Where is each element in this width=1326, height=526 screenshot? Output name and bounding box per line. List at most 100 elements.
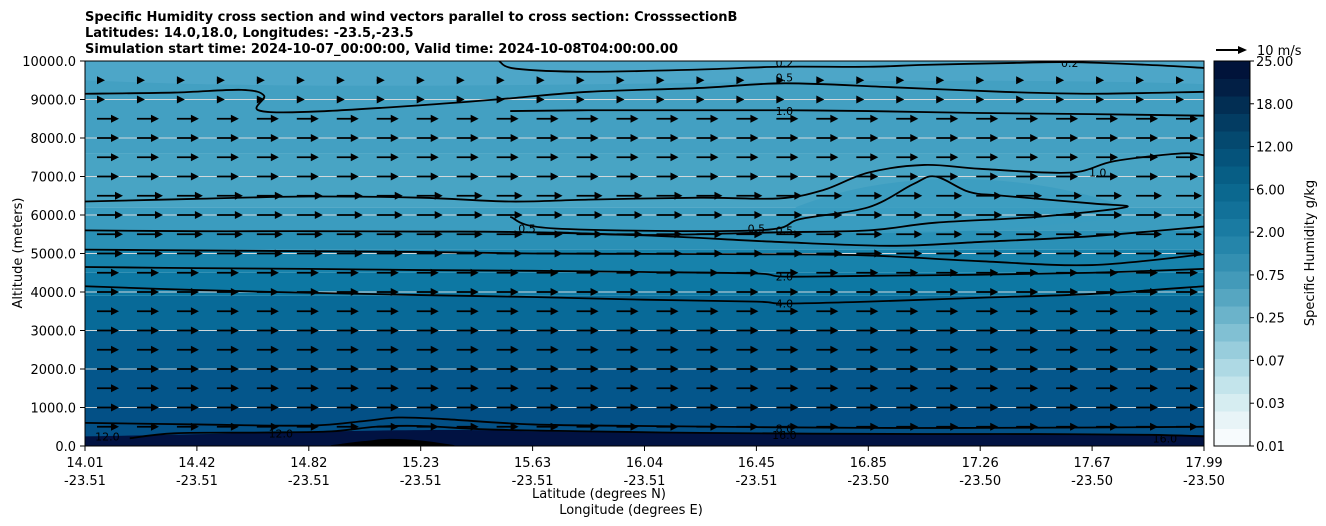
wind-vector — [256, 403, 279, 412]
x-tick-label-lon: -23.51 — [400, 474, 442, 489]
wind-vector — [576, 134, 599, 142]
wind-vector — [336, 326, 359, 335]
contour-label: 16.0 — [772, 429, 797, 442]
wind-vector — [896, 307, 919, 316]
wind-vector — [576, 249, 603, 258]
wind-vector — [816, 249, 843, 258]
y-axis-ticks: 0.0 1000.0 2000.0 3000.0 4000.0 5000.0 6000.0 7… — [22, 55, 85, 455]
wind-vector — [1136, 345, 1159, 354]
wind-vector — [136, 172, 159, 181]
wind-vector — [1096, 95, 1105, 104]
contour-label: 1.0 — [1089, 167, 1107, 180]
wind-vector — [96, 211, 123, 219]
wind-vector — [416, 326, 439, 335]
contour-line-4-0 — [85, 285, 1204, 305]
x-tick-label-lon: -23.51 — [176, 474, 218, 489]
wind-vector — [576, 114, 599, 123]
wind-vector — [416, 230, 443, 239]
wind-vector — [496, 403, 519, 412]
wind-vector — [1016, 191, 1043, 200]
wind-vector — [1096, 326, 1119, 335]
wind-vector — [216, 249, 243, 258]
wind-vector — [576, 326, 599, 335]
wind-vector — [1136, 422, 1159, 431]
wind-vector — [256, 172, 279, 181]
wind-vector — [136, 288, 159, 296]
wind-vector — [136, 230, 163, 239]
wind-vector — [736, 384, 759, 393]
wind-vector — [296, 153, 319, 162]
wind-vector — [736, 191, 763, 200]
wind-vector — [856, 365, 879, 373]
wind-vector — [256, 307, 279, 316]
wind-vector — [1056, 191, 1083, 200]
wind-vector — [416, 288, 439, 296]
wind-vector — [576, 95, 585, 104]
x-tick-label-lat: 17.99 — [1185, 456, 1222, 471]
wind-vector — [1176, 384, 1199, 393]
wind-vector — [536, 114, 559, 123]
wind-vector — [1096, 230, 1123, 239]
x-tick-label-lat: 16.45 — [738, 456, 775, 471]
x-tick-label-lon: -23.51 — [735, 474, 777, 489]
wind-vector — [696, 134, 719, 142]
wind-vector — [136, 153, 159, 162]
wind-vector — [216, 326, 239, 335]
wind-vector — [896, 95, 905, 104]
wind-vector — [776, 326, 799, 335]
wind-vector — [296, 326, 319, 335]
chart-title-line-2: Latitudes: 14.0,18.0, Longitudes: -23.5,… — [85, 26, 414, 41]
wind-vector — [936, 249, 963, 258]
wind-vector — [1056, 76, 1065, 85]
wind-vector — [416, 307, 439, 316]
wind-vector — [1176, 172, 1199, 181]
wind-vector — [496, 211, 523, 219]
wind-vector — [136, 307, 159, 316]
wind-vector — [1176, 153, 1199, 162]
colorbar-segment — [1214, 428, 1250, 447]
wind-vector — [216, 365, 239, 373]
wind-vector — [216, 172, 239, 181]
wind-vector — [1136, 249, 1163, 258]
wind-vector — [216, 153, 239, 162]
wind-vector — [496, 230, 523, 239]
x-tick-label-lon: -23.51 — [64, 474, 106, 489]
wind-vector — [136, 211, 163, 219]
wind-vector — [776, 114, 799, 123]
wind-vector — [656, 307, 679, 316]
wind-vector — [296, 422, 319, 431]
wind-vector — [656, 134, 679, 142]
wind-vector — [816, 345, 839, 354]
wind-vector — [776, 365, 799, 373]
wind-vector — [656, 365, 679, 373]
wind-vector — [336, 288, 359, 296]
wind-vector — [1056, 268, 1079, 277]
wind-vector — [496, 288, 519, 296]
wind-vector — [776, 307, 799, 316]
wind-vector — [296, 230, 323, 239]
wind-vector — [256, 211, 283, 219]
wind-vector — [376, 345, 399, 354]
wind-vector — [176, 76, 185, 85]
wind-vector — [736, 153, 759, 162]
wind-vector — [296, 345, 319, 354]
wind-vector — [376, 422, 399, 431]
wind-vector — [456, 268, 479, 277]
wind-vector — [896, 134, 919, 142]
wind-vector — [616, 326, 639, 335]
wind-vector — [976, 326, 999, 335]
wind-vector — [496, 307, 519, 316]
x-tick-label-lat: 14.01 — [66, 456, 103, 471]
wind-vector — [296, 76, 305, 85]
wind-vector — [1016, 288, 1039, 296]
wind-vector — [1096, 288, 1119, 296]
wind-vector — [576, 422, 599, 431]
wind-vector — [456, 288, 479, 296]
wind-vector — [336, 95, 345, 104]
wind-vector — [816, 326, 839, 335]
wind-vector — [696, 326, 719, 335]
wind-vector — [1136, 288, 1159, 296]
wind-vector — [656, 76, 665, 85]
x-tick-label-lat: 16.85 — [850, 456, 887, 471]
wind-key: 10 m/s — [1216, 44, 1302, 59]
